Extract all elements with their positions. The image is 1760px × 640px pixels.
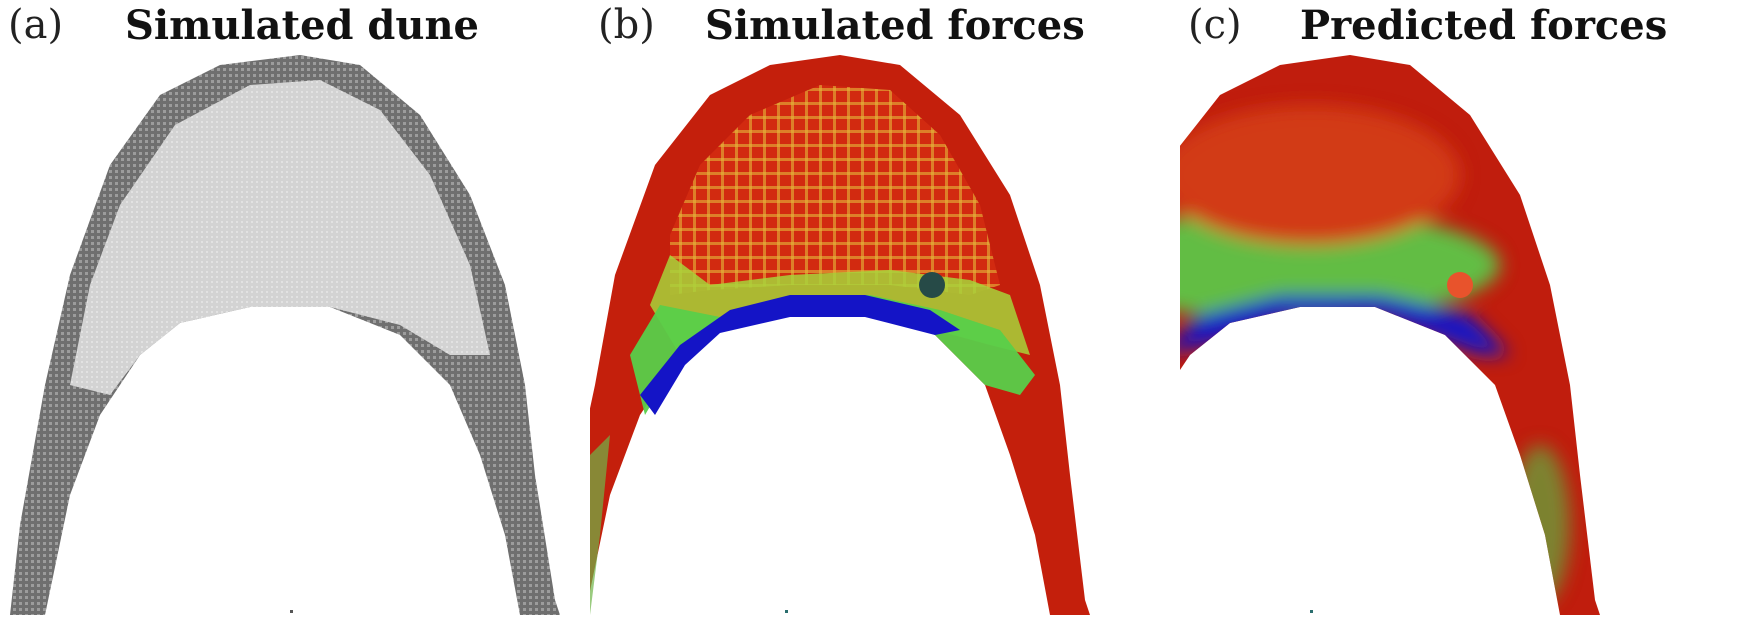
panel-tag: (a) <box>8 2 64 48</box>
force-map-simulated <box>590 55 1090 615</box>
panel-title: Predicted forces <box>1300 2 1668 49</box>
panel-tag: (c) <box>1188 2 1242 48</box>
panel-simulated-forces: (b) Simulated forces <box>590 0 1170 640</box>
panel-title: Simulated forces <box>705 2 1085 49</box>
panel-tag: (b) <box>598 2 655 48</box>
probe-marker <box>1447 272 1473 298</box>
panel-title: Simulated dune <box>125 2 480 49</box>
force-map-predicted <box>1180 55 1600 615</box>
panel-simulated-dune: (a) Simulated dune <box>0 0 580 640</box>
panel-predicted-forces: (c) Predicted forces <box>1180 0 1760 640</box>
probe-marker <box>919 272 945 298</box>
dune-image <box>10 55 560 615</box>
